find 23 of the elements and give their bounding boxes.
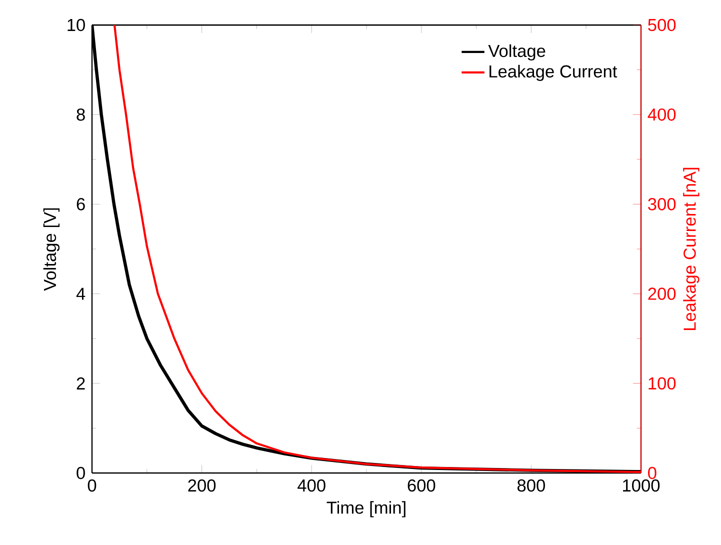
x-tick-label: 600 xyxy=(408,479,436,492)
y2-tick-label: 500 xyxy=(648,18,676,32)
y-tick-label: 4 xyxy=(76,288,86,300)
y-tick-label: 10 xyxy=(68,18,85,32)
y2-tick-label: 100 xyxy=(648,377,676,390)
y-tick-label: 8 xyxy=(76,108,85,121)
y2-tick-label: 0 xyxy=(648,466,656,480)
y2-tick-label: 400 xyxy=(648,108,676,121)
x-axis-title: Time [min] xyxy=(326,501,406,518)
x-tick-label: 0 xyxy=(88,479,96,492)
x-tick-label: 200 xyxy=(188,479,216,492)
y2-tick-label: 200 xyxy=(648,288,676,300)
y-tick-label: 2 xyxy=(76,377,85,390)
y2-tick-label: 300 xyxy=(648,198,676,210)
x-tick-label: 1000 xyxy=(623,479,660,492)
x-tick-label: 800 xyxy=(517,479,545,492)
x-tick-label: 400 xyxy=(298,479,326,492)
y-tick-label: 0 xyxy=(76,466,85,480)
y2-axis-title: Leakage Current [nA] xyxy=(683,168,700,330)
y-tick-label: 6 xyxy=(76,198,85,210)
legend-label: Voltage xyxy=(488,44,546,61)
legend-label: Leakage Current xyxy=(490,64,618,82)
y-axis-title: Voltage [V] xyxy=(43,208,60,291)
